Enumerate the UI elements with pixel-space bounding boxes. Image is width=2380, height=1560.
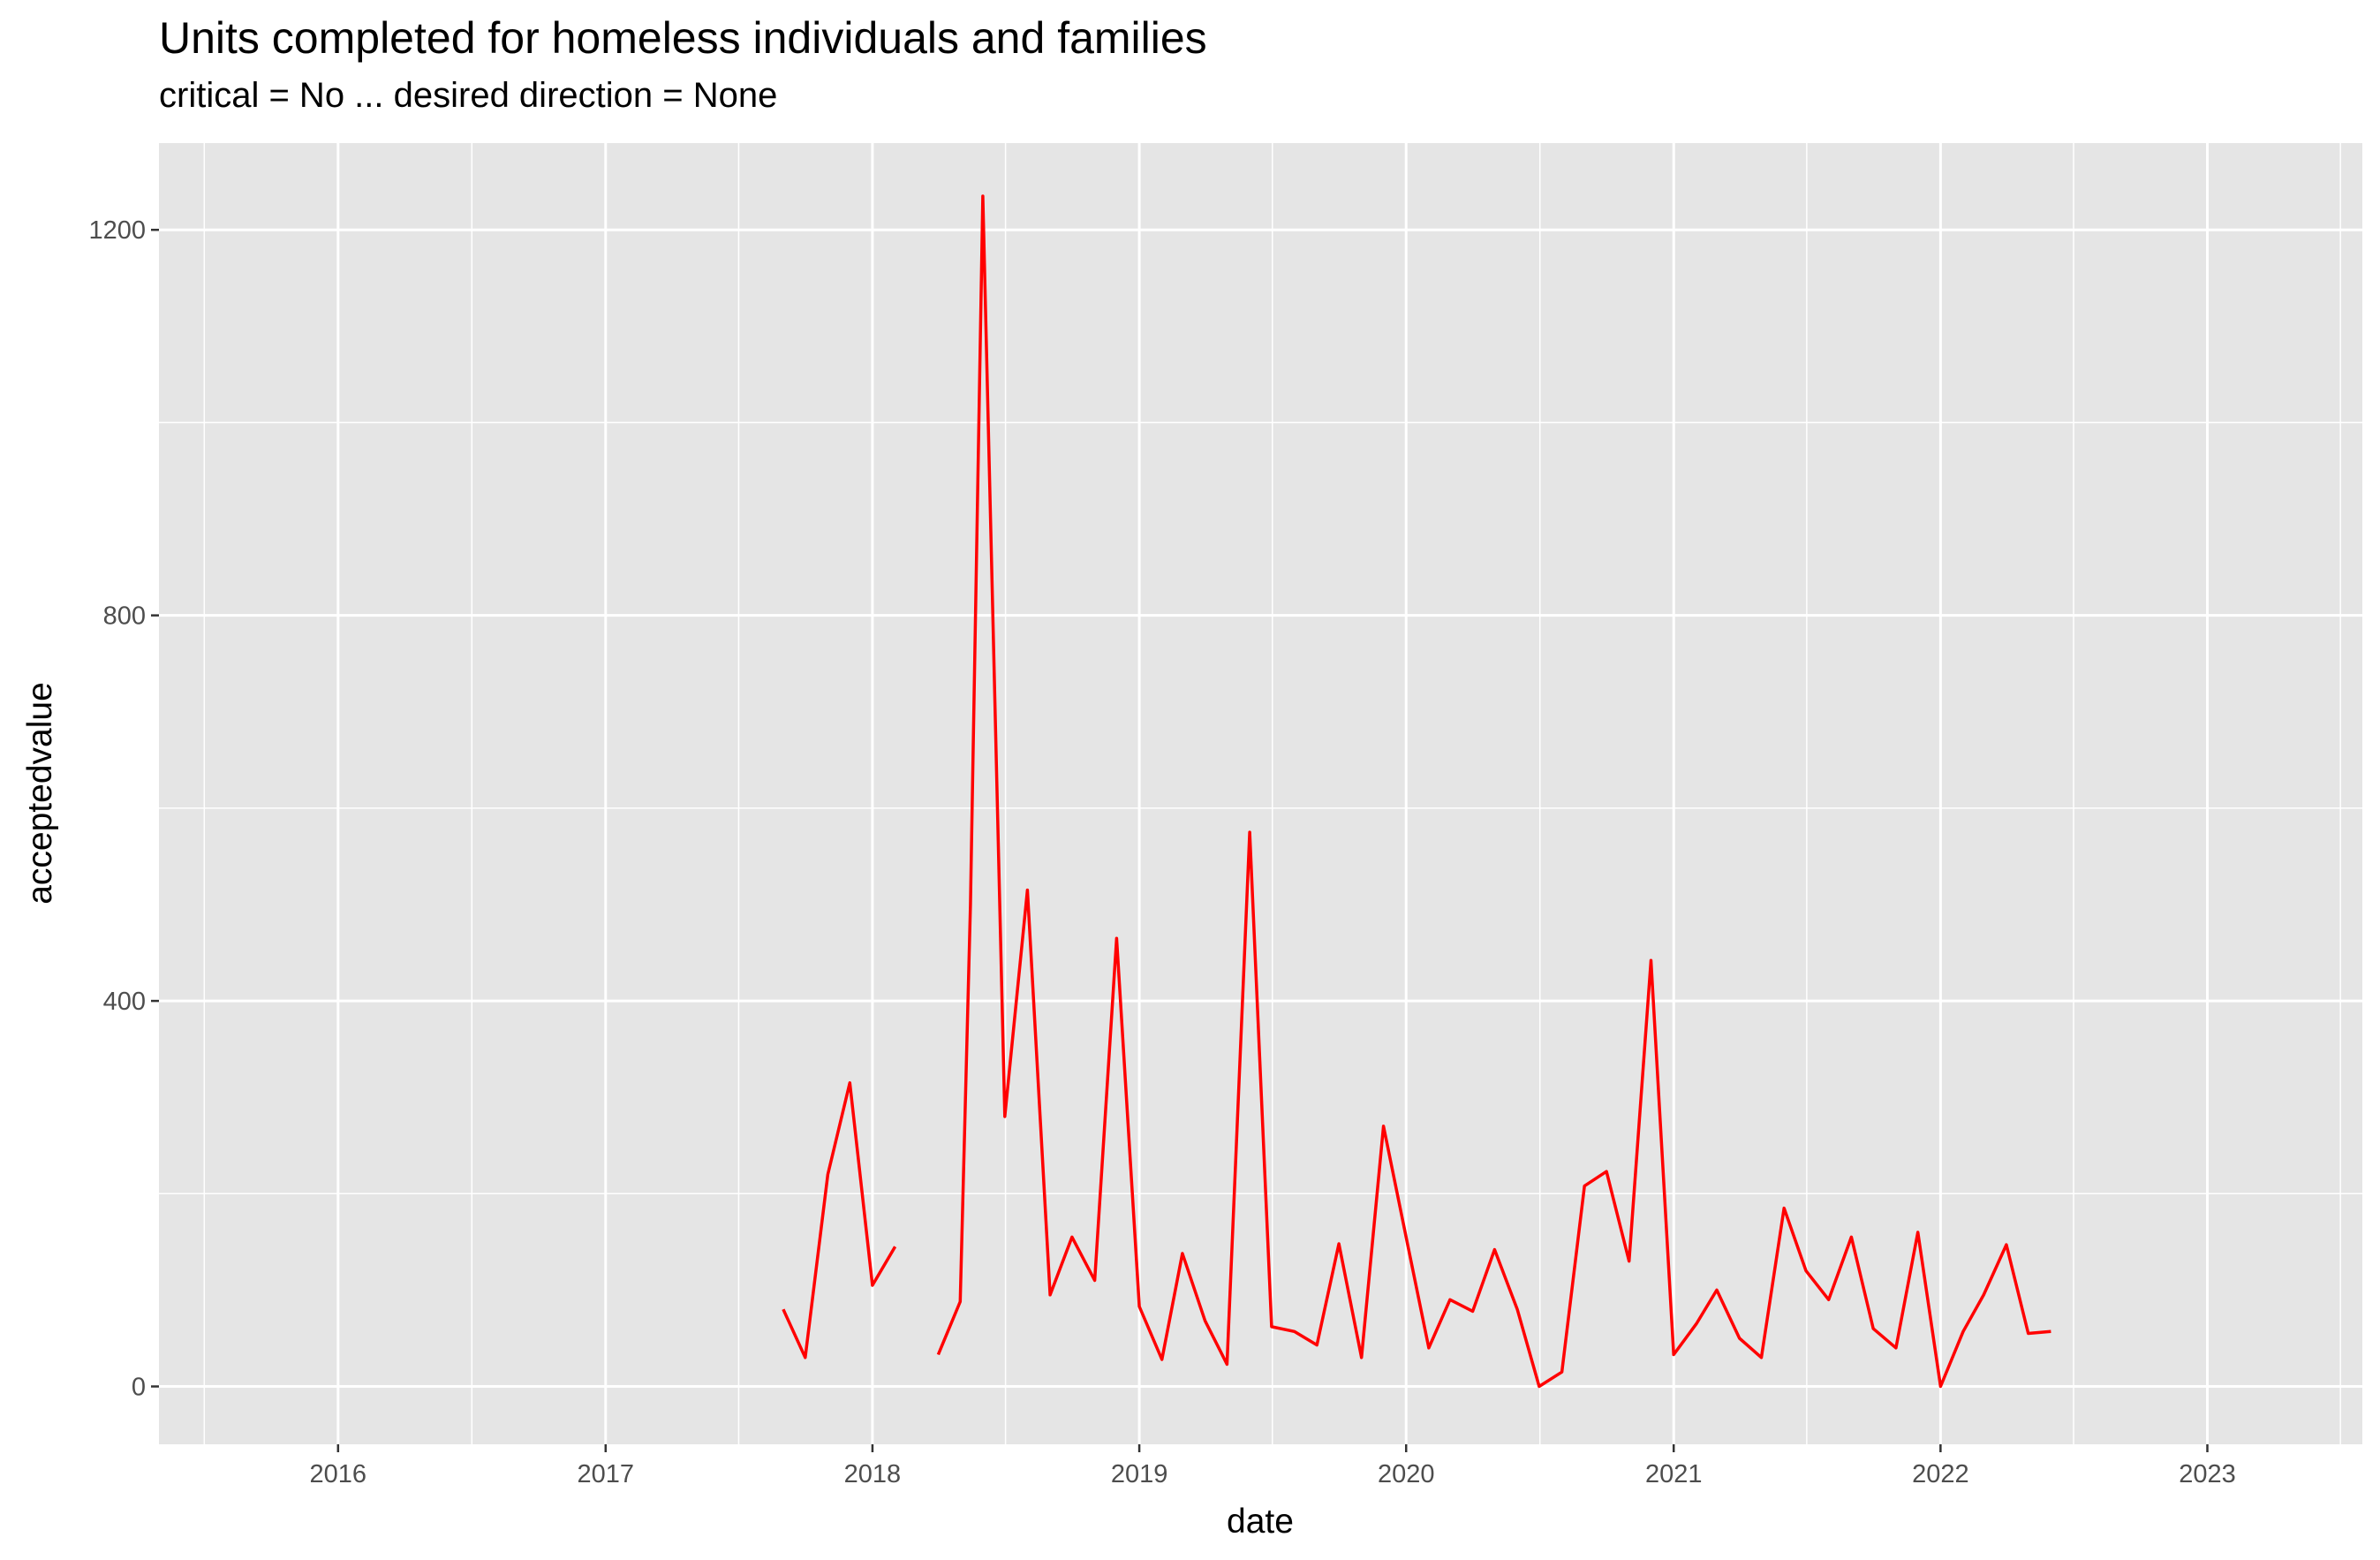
x-tick-label: 2020: [1378, 1460, 1435, 1488]
x-axis-title: date: [1227, 1503, 1294, 1541]
series-line-segment: [936, 194, 2051, 1389]
axis-ticks: 2016 2017 2018 2019 2020 2021 2022 2023 0 400 800 1…: [88, 216, 2235, 1488]
y-axis-title: acceptedvalue: [21, 682, 59, 905]
chart-title: Units completed for homeless individuals…: [159, 13, 1207, 63]
chart-subtitle: critical = No ... desired direction = No…: [159, 76, 778, 115]
y-tick-label: 400: [103, 988, 146, 1016]
x-tick-label: 2018: [844, 1460, 902, 1488]
series-line-segment: [782, 1081, 897, 1359]
y-tick-label: 0: [132, 1374, 146, 1402]
series-layer: [782, 194, 2051, 1389]
y-tick-label: 800: [103, 602, 146, 631]
major-gridlines: [159, 143, 2362, 1444]
minor-gridlines: [159, 143, 2362, 1444]
x-tick-label: 2019: [1111, 1460, 1168, 1488]
x-tick-label: 2021: [1645, 1460, 1703, 1488]
x-tick-label: 2022: [1912, 1460, 1969, 1488]
x-tick-label: 2016: [310, 1460, 367, 1488]
x-tick-label: 2017: [578, 1460, 635, 1488]
plot-panel: [159, 143, 2362, 1444]
y-tick-label: 1200: [88, 216, 146, 245]
x-tick-label: 2023: [2179, 1460, 2236, 1488]
